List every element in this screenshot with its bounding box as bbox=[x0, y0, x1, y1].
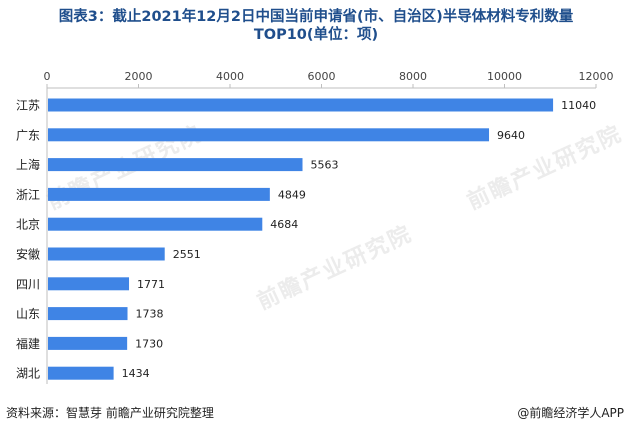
x-tick-label-4: 8000 bbox=[399, 70, 427, 83]
x-tick-label-3: 6000 bbox=[308, 70, 336, 83]
value-label-3: 4849 bbox=[278, 188, 306, 201]
x-tick-label-0: 0 bbox=[44, 70, 51, 83]
bar-1 bbox=[48, 128, 490, 142]
category-label-3: 浙江 bbox=[16, 188, 40, 202]
category-label-6: 四川 bbox=[16, 277, 40, 291]
value-label-5: 2551 bbox=[173, 248, 201, 261]
category-label-1: 广东 bbox=[16, 128, 40, 142]
category-label-5: 安徽 bbox=[16, 247, 40, 262]
value-label-4: 4684 bbox=[270, 218, 298, 231]
value-label-0: 11040 bbox=[561, 99, 596, 112]
bar-5 bbox=[48, 247, 165, 261]
bar-0 bbox=[48, 98, 554, 112]
value-label-8: 1730 bbox=[135, 337, 163, 350]
category-label-0: 江苏 bbox=[16, 99, 40, 113]
value-label-7: 1738 bbox=[136, 308, 164, 321]
value-label-1: 9640 bbox=[497, 129, 525, 142]
bar-3 bbox=[48, 187, 270, 201]
chart-title-line1: 图表3：截止2021年12月2日中国当前申请省(市、自治区)半导体材料专利数量 bbox=[58, 9, 574, 25]
x-tick-label-6: 12000 bbox=[579, 70, 614, 83]
bar-4 bbox=[48, 217, 263, 231]
credit-note: @前瞻经济学人APP bbox=[517, 406, 624, 420]
x-tick-label-1: 2000 bbox=[125, 70, 153, 83]
chart-title-line2: TOP10(单位：项) bbox=[253, 27, 379, 43]
category-label-2: 上海 bbox=[16, 157, 40, 172]
bar-2 bbox=[48, 158, 303, 172]
bar-9 bbox=[48, 366, 114, 380]
bar-6 bbox=[48, 277, 130, 291]
category-label-8: 福建 bbox=[16, 336, 40, 351]
bar-8 bbox=[48, 336, 128, 350]
value-label-2: 5563 bbox=[311, 159, 339, 172]
value-label-6: 1771 bbox=[137, 278, 165, 291]
category-label-4: 北京 bbox=[16, 218, 40, 232]
value-label-9: 1434 bbox=[122, 367, 150, 380]
bar-7 bbox=[48, 307, 128, 321]
category-label-7: 山东 bbox=[16, 307, 40, 321]
source-note: 资料来源：智慧芽 前瞻产业研究院整理 bbox=[6, 406, 214, 420]
chart-title: 图表3：截止2021年12月2日中国当前申请省(市、自治区)半导体材料专利数量 … bbox=[0, 8, 632, 44]
x-tick-label-2: 4000 bbox=[216, 70, 244, 83]
category-label-9: 湖北 bbox=[16, 366, 40, 381]
x-tick-label-5: 10000 bbox=[487, 70, 522, 83]
